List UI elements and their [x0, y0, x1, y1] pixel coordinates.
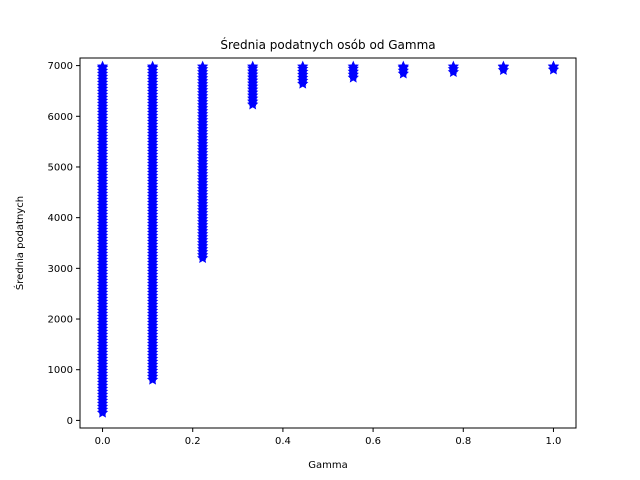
- data-point: [96, 60, 109, 72]
- data-column: [497, 60, 510, 75]
- data-column: [96, 60, 109, 418]
- y-axis-ticks: 0 1000 2000 3000 4000 5000 6000 7000: [48, 61, 80, 427]
- x-tick-label: 0.2: [185, 436, 201, 447]
- data-layer: [96, 60, 560, 418]
- data-column: [146, 60, 159, 385]
- y-axis-label: Średnia podatnych: [13, 196, 26, 290]
- data-point: [196, 60, 209, 72]
- y-tick-label: 7000: [48, 61, 73, 72]
- data-point: [497, 60, 510, 72]
- data-point: [397, 60, 409, 72]
- y-tick-label: 2000: [48, 315, 73, 326]
- data-point: [447, 60, 460, 72]
- data-point: [297, 60, 309, 72]
- data-column: [347, 60, 359, 83]
- x-tick-label: 0.4: [275, 436, 291, 447]
- data-column: [547, 60, 560, 75]
- data-point: [146, 60, 159, 72]
- y-tick-label: 0: [67, 416, 73, 427]
- data-column: [397, 60, 409, 79]
- y-tick-label: 1000: [48, 365, 73, 376]
- y-tick-label: 5000: [48, 162, 73, 173]
- data-point: [247, 60, 259, 72]
- x-tick-label: 0.8: [455, 436, 471, 447]
- x-axis-label: Gamma: [308, 460, 348, 471]
- data-column: [297, 60, 309, 89]
- x-tick-label: 1.0: [546, 436, 562, 447]
- x-tick-label: 0.6: [365, 436, 381, 447]
- x-tick-label: 0.0: [95, 436, 111, 447]
- y-tick-label: 3000: [48, 264, 73, 275]
- x-axis-ticks: 0.0 0.2 0.4 0.6 0.8 1.0: [95, 428, 562, 447]
- data-point: [347, 60, 359, 72]
- plot-area: [79, 57, 577, 429]
- data-column: [196, 60, 209, 264]
- y-tick-label: 6000: [48, 112, 73, 123]
- axes-frame: [79, 57, 577, 429]
- chart-title: Średnia podatnych osób od Gamma: [220, 37, 435, 52]
- data-point: [547, 60, 560, 72]
- data-column: [447, 60, 460, 78]
- y-tick-label: 4000: [48, 213, 73, 224]
- data-column: [247, 60, 259, 110]
